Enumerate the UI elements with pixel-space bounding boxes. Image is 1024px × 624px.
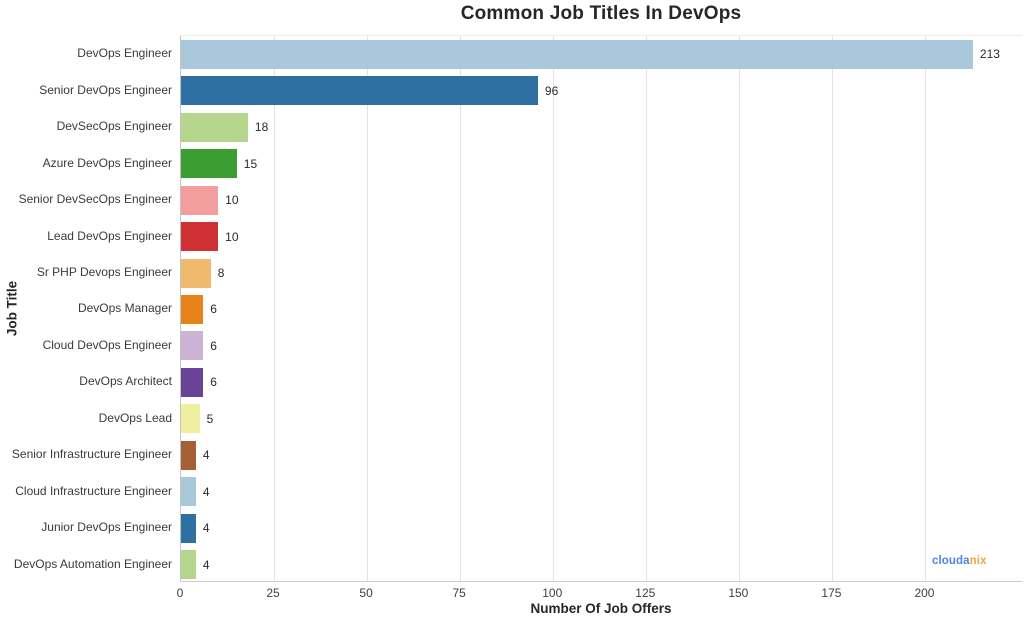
y-tick-label: Senior DevSecOps Engineer [18, 192, 172, 207]
bar-value-label: 8 [217, 266, 225, 281]
bar-row: 15 [181, 145, 1022, 181]
y-tick-label: DevOps Automation Engineer [13, 556, 172, 571]
bar-devops-architect [181, 367, 204, 397]
y-tick-label: Sr PHP Devops Engineer [36, 265, 172, 280]
bar-value-label: 6 [210, 338, 217, 353]
y-axis-tick-labels: DevOps Engineer Senior DevOps Engineer Dev… [0, 35, 172, 582]
bar-value-label: 5 [206, 411, 214, 426]
bar-value-label: 15 [243, 156, 258, 171]
bar-row: 213 [181, 36, 1022, 72]
y-tick-label: Senior Infrastructure Engineer [11, 447, 172, 462]
x-tick-label-0: 0 [176, 586, 184, 600]
bar-cloud-infrastructure-engineer [181, 477, 196, 507]
gridline-x-50 [366, 36, 368, 581]
bar-devops-manager [181, 294, 204, 324]
bar-row: 6 [181, 291, 1022, 327]
bar-value-label: 4 [202, 557, 210, 572]
bar-value-label: 10 [225, 229, 239, 244]
y-tick-label: Lead DevOps Engineer [47, 228, 172, 243]
bar-row: 4 [181, 547, 1022, 583]
bar-value-label: 6 [210, 302, 217, 317]
y-tick-label: DevOps Lead [98, 410, 172, 425]
bar-value-label: 10 [225, 193, 239, 208]
bar-row: 18 [181, 109, 1022, 145]
y-tick-label: DevOps Engineer [77, 46, 172, 61]
gridline-x-125 [645, 36, 647, 581]
watermark-part1: clouda [932, 555, 970, 567]
x-tick-label-125: 125 [635, 586, 656, 600]
bar-row: 8 [181, 255, 1022, 291]
bar-cloud-devops-engineer [181, 331, 204, 361]
x-tick-label-50: 50 [359, 586, 373, 600]
bar-value-label: 6 [210, 375, 217, 390]
x-tick-label-25: 25 [266, 586, 280, 600]
gridline-x-150 [738, 36, 740, 581]
bar-row: 4 [181, 437, 1022, 473]
watermark-cloudanix: cloudanix [932, 555, 987, 567]
bar-devsecops-engineer [181, 112, 248, 142]
bar-row: 10 [181, 182, 1022, 218]
bar-devops-automation-engineer [181, 550, 196, 580]
y-tick-label: DevOps Architect [79, 374, 172, 389]
y-tick-label: Cloud Infrastructure Engineer [15, 483, 172, 498]
x-tick-label-200: 200 [914, 586, 935, 600]
watermark-part2: nix [969, 555, 987, 567]
y-tick-label: DevSecOps Engineer [56, 119, 172, 134]
x-tick-label-175: 175 [821, 586, 842, 600]
bar-row: 5 [181, 401, 1022, 437]
y-tick-label: DevOps Manager [77, 301, 172, 316]
bar-devops-lead [181, 404, 200, 434]
bar-lead-devops-engineer [181, 222, 219, 252]
bar-junior-devops-engineer [181, 513, 196, 543]
bar-senior-devops-engineer [181, 76, 538, 106]
y-tick-label: Cloud DevOps Engineer [42, 337, 172, 352]
x-tick-label-75: 75 [452, 586, 466, 600]
bar-row: 10 [181, 218, 1022, 254]
chart-title: Common Job Titles In DevOps [460, 3, 742, 24]
bar-value-label: 18 [254, 120, 269, 135]
x-axis-title: Number Of Job Offers [530, 601, 672, 616]
x-tick-label-150: 150 [728, 586, 749, 600]
bar-azure-devops-engineer [181, 149, 237, 179]
bar-row: 4 [181, 474, 1022, 510]
bar-row: 6 [181, 328, 1022, 364]
gridline-x-75 [459, 36, 461, 581]
y-tick-label: Junior DevOps Engineer [41, 520, 172, 535]
gridline-x-25 [273, 36, 275, 581]
plot-area: 213 96 18 15 10 10 8 6 6 6 5 4 4 4 4 [180, 35, 1022, 582]
gridline-x-100 [552, 36, 554, 581]
x-axis-tick-labels: 0 25 50 75 100 125 150 175 200 [0, 586, 1024, 600]
bar-row: 96 [181, 72, 1022, 108]
bar-value-label: 4 [202, 448, 210, 463]
gridline-x-200 [924, 36, 926, 581]
bar-value-label: 4 [202, 484, 210, 499]
x-tick-label-100: 100 [542, 586, 563, 600]
bar-devops-engineer [181, 39, 973, 69]
bar-row: 4 [181, 510, 1022, 546]
bar-senior-devsecops-engineer [181, 185, 219, 215]
bar-senior-infrastructure-engineer [181, 440, 196, 470]
gridline-x-175 [831, 36, 833, 581]
bar-row: 6 [181, 364, 1022, 400]
y-tick-label: Senior DevOps Engineer [39, 82, 172, 97]
bar-value-label: 4 [202, 521, 210, 536]
y-tick-label: Azure DevOps Engineer [42, 155, 172, 170]
bar-value-label: 96 [544, 83, 559, 98]
bar-sr-php-devops-engineer [181, 258, 211, 288]
bar-value-label: 213 [979, 47, 1000, 62]
